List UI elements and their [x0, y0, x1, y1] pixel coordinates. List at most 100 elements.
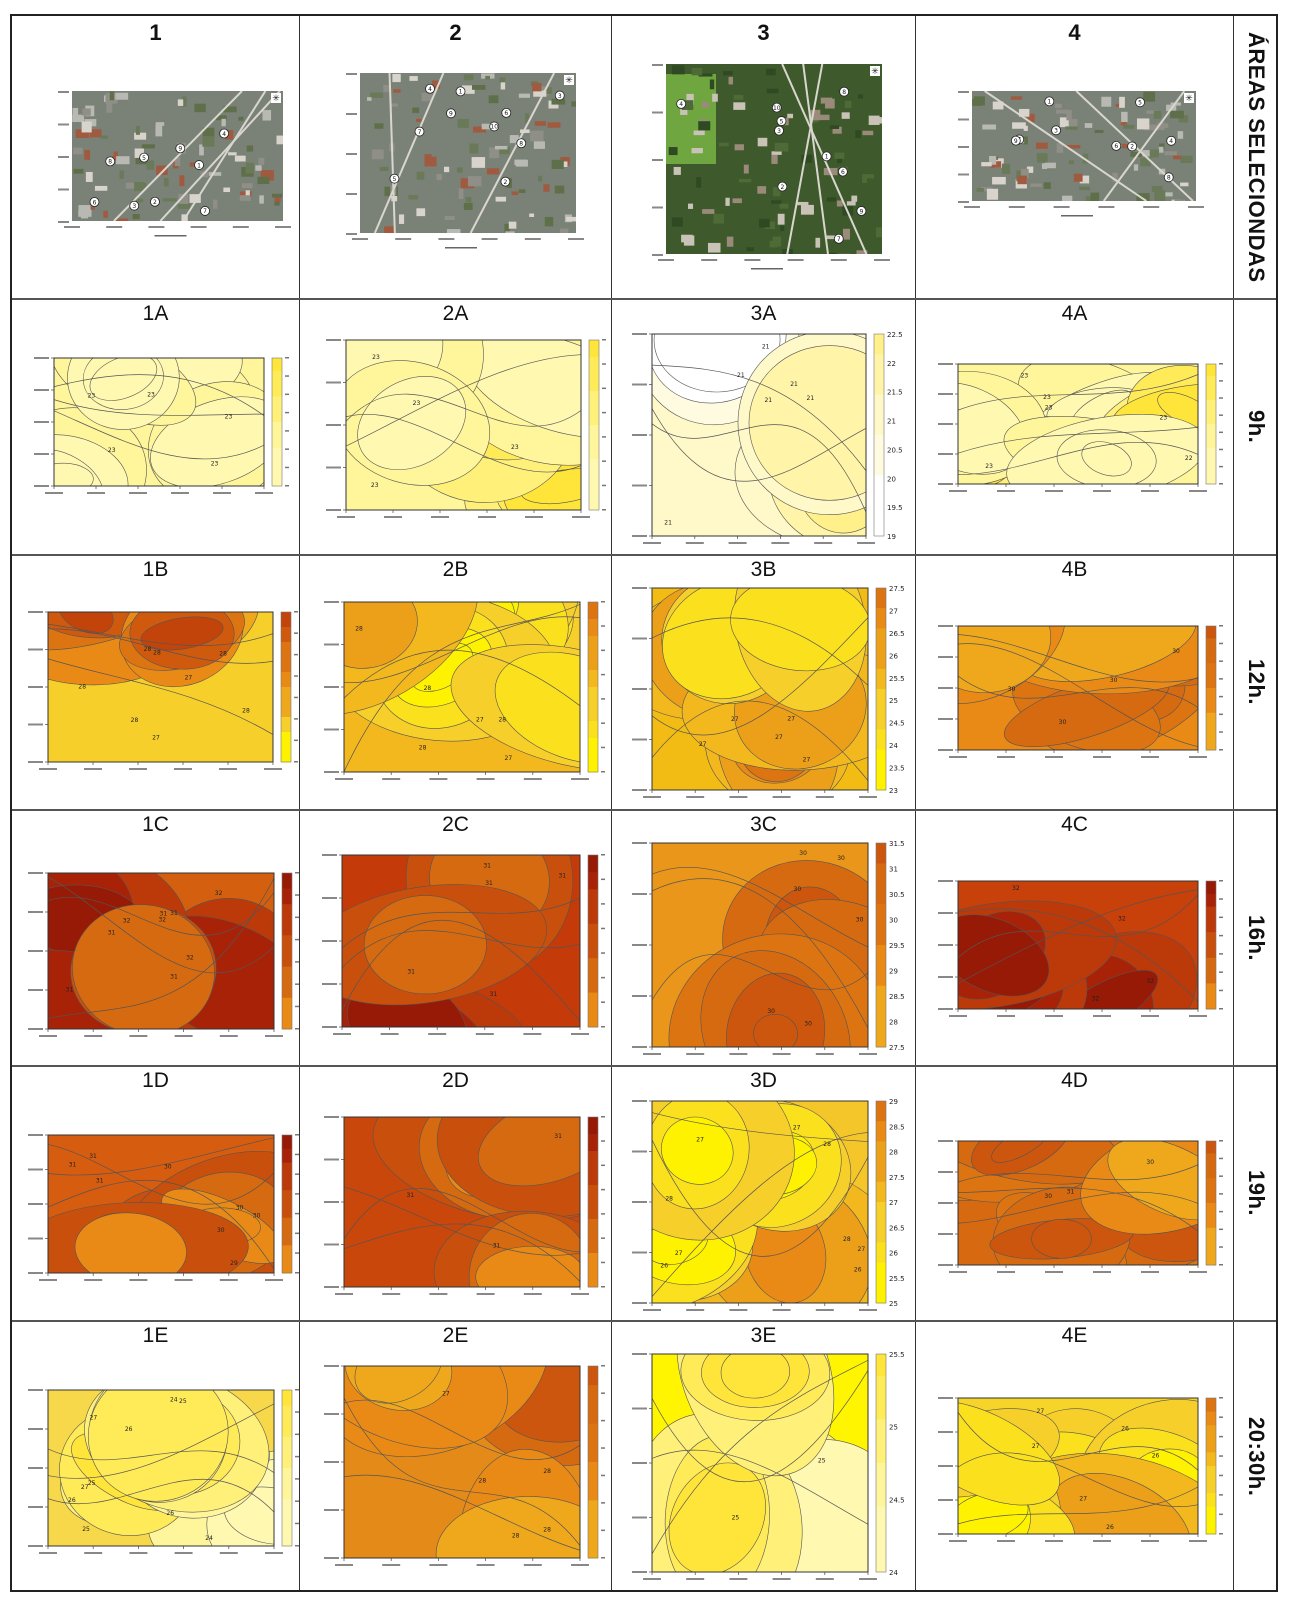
- building-block: [416, 118, 422, 122]
- row-divider: [12, 554, 1276, 556]
- building-block: [713, 213, 725, 224]
- colorbar-tick: [1219, 1416, 1223, 1418]
- colorbar-segment: [588, 1151, 598, 1169]
- x-tick-mark: [39, 768, 57, 770]
- building-block: [726, 236, 734, 247]
- x-tick-mark: [787, 259, 804, 261]
- x-tick-mark: [476, 1564, 495, 1566]
- building-block: [258, 157, 265, 165]
- building-block: [260, 170, 274, 181]
- colorbar-segment: [876, 628, 886, 650]
- map-cell-2A: 2A 23 23 23 23: [300, 300, 611, 554]
- contour-label: 23: [108, 447, 116, 454]
- contour-line: [958, 441, 1198, 476]
- x-tick-mark: [84, 768, 102, 770]
- y-tick-mark: [938, 1264, 953, 1266]
- colorbar-tick: [601, 1365, 605, 1367]
- colorbar-frame: [1205, 880, 1217, 1010]
- x-tick-mark: [395, 238, 412, 240]
- measurement-point: [676, 99, 687, 109]
- contour-region: [494, 651, 580, 764]
- contour-line: [346, 354, 581, 447]
- plot-area: 27 27 27 26 26 26: [958, 1398, 1198, 1534]
- building-block: [1142, 150, 1150, 157]
- time-label-16h: 16h.: [1234, 811, 1278, 1065]
- measurement-point: [414, 126, 425, 137]
- colorbar-segment: [1206, 957, 1216, 972]
- building-block: [1136, 118, 1150, 130]
- building-block: [225, 130, 234, 140]
- colorbar-segment: [282, 1162, 292, 1177]
- contour-region: [1042, 969, 1159, 1009]
- contour-line: [652, 1112, 868, 1142]
- measurement-point: [1127, 141, 1138, 152]
- x-tick-mark: [964, 206, 980, 208]
- contour-label: 27: [787, 715, 795, 722]
- contour-region: [958, 626, 1052, 694]
- colorbar-segment: [874, 475, 884, 497]
- colorbar-segment: [1206, 650, 1216, 664]
- building-block: [851, 195, 858, 202]
- colorbar-tick: [295, 1153, 299, 1156]
- building-block: [1151, 185, 1163, 193]
- x-tick-mark: [148, 226, 165, 228]
- x-tick-mark: [190, 226, 207, 228]
- y-tick-mark: [938, 718, 953, 720]
- colorbar-tick: [1219, 1513, 1223, 1516]
- contour-label: 28: [424, 685, 432, 692]
- colorbar-segment: [588, 1253, 598, 1271]
- contour-label: 28: [479, 1477, 487, 1484]
- colorbar-tick: [1219, 625, 1223, 627]
- building-block: [1157, 122, 1165, 130]
- building-block: [177, 99, 184, 106]
- building-block: [246, 145, 254, 152]
- colorbar-tick-label: 27: [889, 607, 898, 615]
- contour-label: 23: [1043, 394, 1051, 401]
- contour-line: [652, 1139, 868, 1257]
- x-tick-mark: [438, 238, 455, 240]
- y-tick-mark: [34, 453, 49, 455]
- colorbar-segment: [282, 873, 292, 890]
- colorbar-tick: [601, 1116, 605, 1118]
- colorbar-segment: [588, 992, 598, 1011]
- building-block: [1018, 108, 1030, 117]
- colorbar-segment: [588, 721, 598, 739]
- y-tick-mark: [28, 611, 43, 613]
- colorbar-segment: [876, 1161, 886, 1183]
- y-tick-mark: [28, 723, 43, 726]
- building-block: [1010, 96, 1023, 100]
- building-block: [393, 89, 401, 93]
- colorbar-tick: [285, 430, 289, 432]
- colorbar-segment: [272, 358, 282, 372]
- row-divider: [12, 1320, 1276, 1322]
- building-block: [458, 188, 464, 199]
- building-block: [109, 91, 114, 101]
- building-block: [132, 213, 140, 220]
- contour-label: 30: [217, 1227, 225, 1234]
- colorbar-segment: [588, 1462, 598, 1482]
- contour-label: 27: [696, 1136, 704, 1143]
- building-block: [202, 127, 215, 137]
- y-tick-mark: [632, 535, 647, 537]
- building-block: [1130, 151, 1143, 157]
- colorbar-segment: [588, 1423, 598, 1444]
- contour-label: 23: [88, 392, 96, 399]
- contour-label: 25: [732, 1514, 740, 1521]
- plot-area: 31 31 31 31 31: [342, 855, 580, 1027]
- contour-map-2C: 31 31 31 31 31: [322, 854, 605, 1035]
- colorbar-segment: [588, 1134, 598, 1152]
- contour-label: 26: [68, 1497, 76, 1504]
- north-arrow-icon: ✳: [272, 94, 280, 104]
- colorbar-tick-label: 31: [889, 866, 898, 874]
- contour-line: [958, 634, 1198, 683]
- colorbar-tick-label: 30.5: [889, 891, 905, 899]
- y-tick-mark: [652, 64, 663, 66]
- colorbar-segment: [272, 422, 282, 436]
- y-tick-mark: [322, 897, 337, 899]
- measurement-point: [554, 90, 565, 101]
- colorbar-segment: [1206, 1438, 1216, 1453]
- building-block: [712, 93, 718, 102]
- colorbar-tick: [1219, 1246, 1223, 1248]
- colorbar-tick: [295, 1500, 299, 1502]
- colorbar-segment: [282, 1259, 292, 1274]
